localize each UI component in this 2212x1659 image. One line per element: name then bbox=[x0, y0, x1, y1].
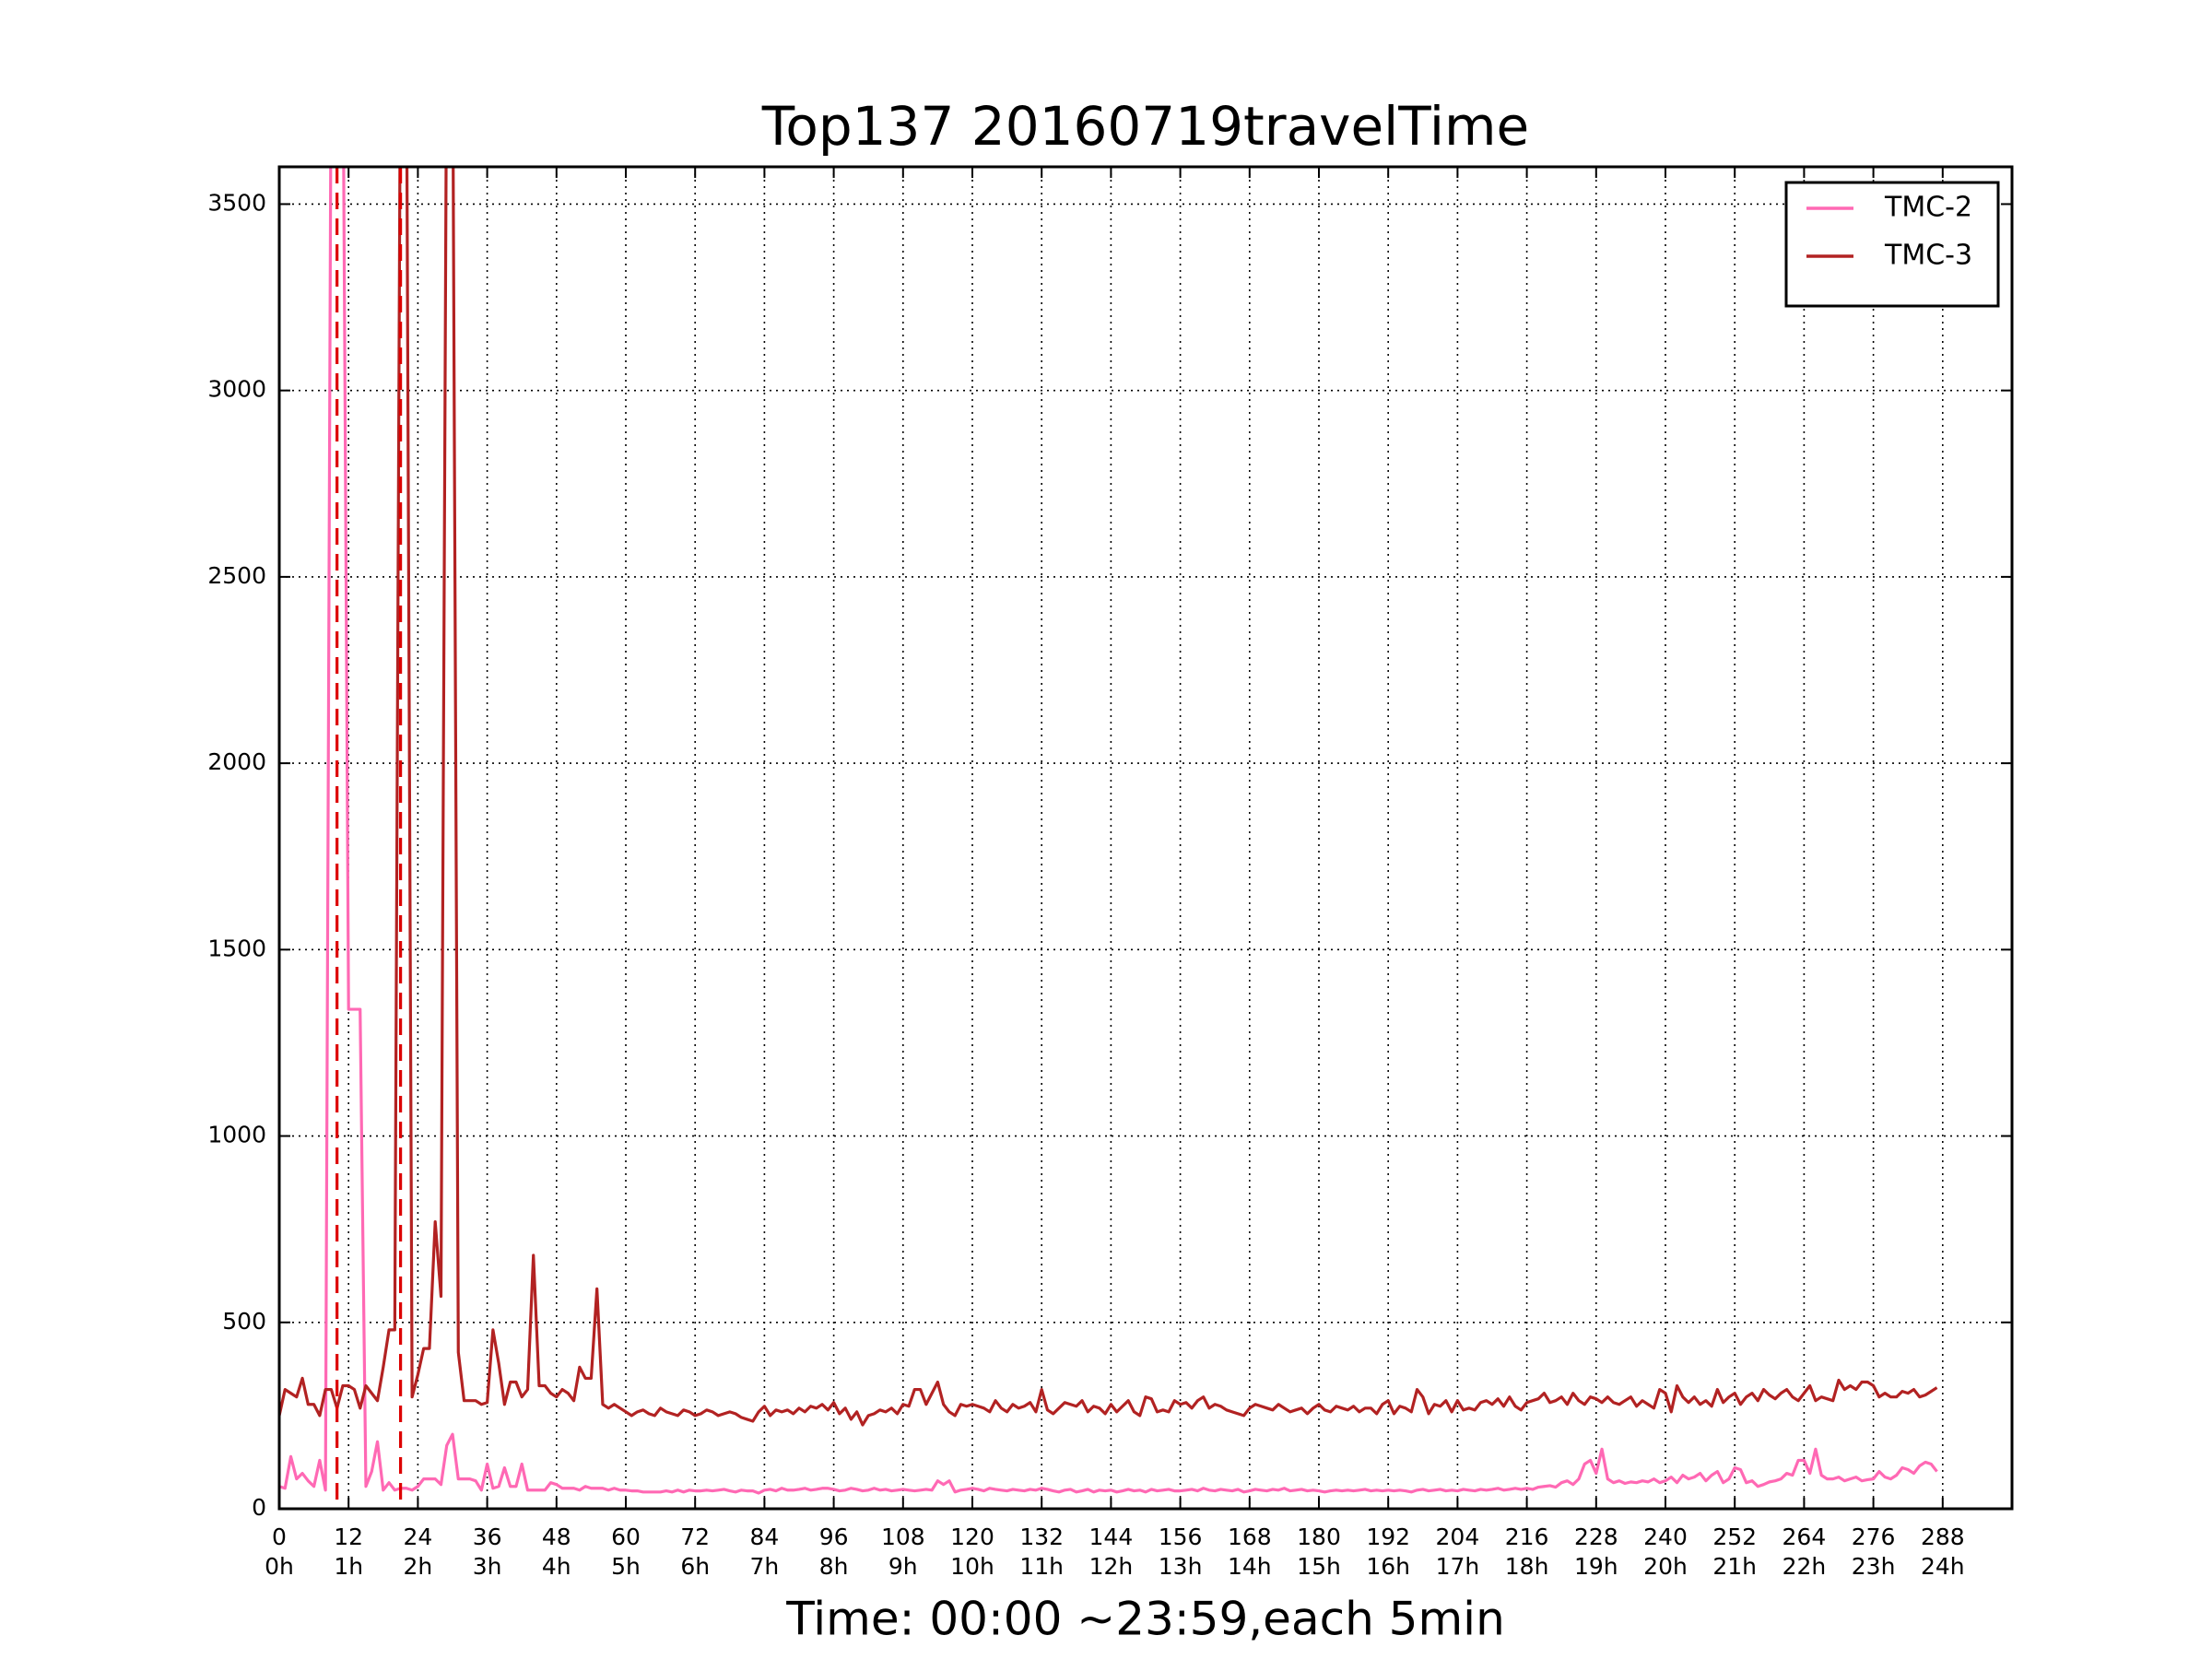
legend-box bbox=[1784, 181, 2000, 308]
x-tick-label: 0 bbox=[272, 1524, 287, 1550]
x-tick-sublabel: 19h bbox=[1574, 1553, 1618, 1580]
x-tick-sublabel: 9h bbox=[888, 1553, 918, 1580]
x-tick-label: 60 bbox=[611, 1524, 641, 1550]
x-tick-sublabel: 10h bbox=[950, 1553, 994, 1580]
x-tick-sublabel: 14h bbox=[1228, 1553, 1272, 1580]
x-tick-label: 12 bbox=[334, 1524, 363, 1550]
data-line bbox=[279, 167, 1938, 1495]
x-tick-sublabel: 22h bbox=[1783, 1553, 1827, 1580]
x-tick-sublabel: 1h bbox=[334, 1553, 363, 1580]
x-tick-label: 108 bbox=[881, 1524, 925, 1550]
x-tick-sublabel: 11h bbox=[1019, 1553, 1064, 1580]
x-tick-sublabel: 17h bbox=[1436, 1553, 1480, 1580]
y-tick-label: 1000 bbox=[207, 1122, 266, 1148]
x-tick-label: 204 bbox=[1436, 1524, 1480, 1550]
x-tick-sublabel: 4h bbox=[542, 1553, 571, 1580]
x-tick-label: 84 bbox=[749, 1524, 779, 1550]
x-tick-label: 288 bbox=[1921, 1524, 1965, 1550]
y-tick-label: 500 bbox=[222, 1308, 266, 1335]
x-tick-label: 192 bbox=[1366, 1524, 1410, 1550]
x-tick-label: 168 bbox=[1228, 1524, 1272, 1550]
x-tick-sublabel: 8h bbox=[819, 1553, 849, 1580]
x-tick-sublabel: 16h bbox=[1366, 1553, 1410, 1580]
x-tick-label: 216 bbox=[1505, 1524, 1549, 1550]
x-tick-sublabel: 3h bbox=[473, 1553, 502, 1580]
x-tick-label: 72 bbox=[680, 1524, 710, 1550]
legend-label: TMC-3 bbox=[1884, 240, 1972, 272]
y-tick-label: 3000 bbox=[207, 376, 266, 403]
x-tick-label: 48 bbox=[542, 1524, 571, 1550]
x-tick-sublabel: 7h bbox=[750, 1553, 780, 1580]
x-tick-sublabel: 13h bbox=[1159, 1553, 1203, 1580]
y-tick-label: 3500 bbox=[207, 189, 266, 216]
x-tick-sublabel: 5h bbox=[611, 1553, 641, 1580]
x-tick-sublabel: 20h bbox=[1643, 1553, 1688, 1580]
x-tick-sublabel: 24h bbox=[1921, 1553, 1965, 1580]
x-axis-label: Time: 00:00 ~23:59,each 5min bbox=[785, 1593, 1505, 1646]
legend: TMC-2 TMC-3 bbox=[1784, 181, 2000, 308]
chart-title: Top137 20160719travelTime bbox=[761, 95, 1529, 158]
x-tick-sublabel: 12h bbox=[1089, 1553, 1134, 1580]
x-tick-label: 228 bbox=[1574, 1524, 1618, 1550]
x-tick-sublabel: 21h bbox=[1712, 1553, 1757, 1580]
x-tick-label: 252 bbox=[1712, 1524, 1757, 1550]
x-tick-sublabel: 0h bbox=[265, 1553, 294, 1580]
y-tick-label: 1500 bbox=[207, 935, 266, 961]
x-tick-label: 180 bbox=[1297, 1524, 1341, 1550]
x-tick-label: 24 bbox=[403, 1524, 432, 1550]
x-tick-label: 120 bbox=[950, 1524, 994, 1550]
x-tick-label: 144 bbox=[1089, 1524, 1134, 1550]
x-tick-label: 156 bbox=[1159, 1524, 1203, 1550]
data-line bbox=[279, 167, 1938, 1427]
x-tick-sublabel: 15h bbox=[1297, 1553, 1341, 1580]
x-tick-label: 240 bbox=[1643, 1524, 1688, 1550]
plot-frame bbox=[277, 165, 2014, 1511]
y-tick-label: 2500 bbox=[207, 562, 266, 589]
x-tick-label: 36 bbox=[473, 1524, 502, 1550]
x-tick-label: 276 bbox=[1852, 1524, 1896, 1550]
x-tick-sublabel: 6h bbox=[680, 1553, 710, 1580]
x-tick-label: 96 bbox=[819, 1524, 849, 1550]
x-tick-sublabel: 18h bbox=[1505, 1553, 1549, 1580]
y-tick-label: 0 bbox=[252, 1494, 266, 1521]
x-tick-label: 132 bbox=[1019, 1524, 1064, 1550]
legend-label: TMC-2 bbox=[1884, 192, 1972, 224]
x-tick-sublabel: 2h bbox=[404, 1553, 433, 1580]
x-tick-sublabel: 23h bbox=[1852, 1553, 1896, 1580]
x-tick-label: 264 bbox=[1783, 1524, 1827, 1550]
plot-area bbox=[279, 167, 1938, 1509]
y-tick-label: 2000 bbox=[207, 748, 266, 775]
